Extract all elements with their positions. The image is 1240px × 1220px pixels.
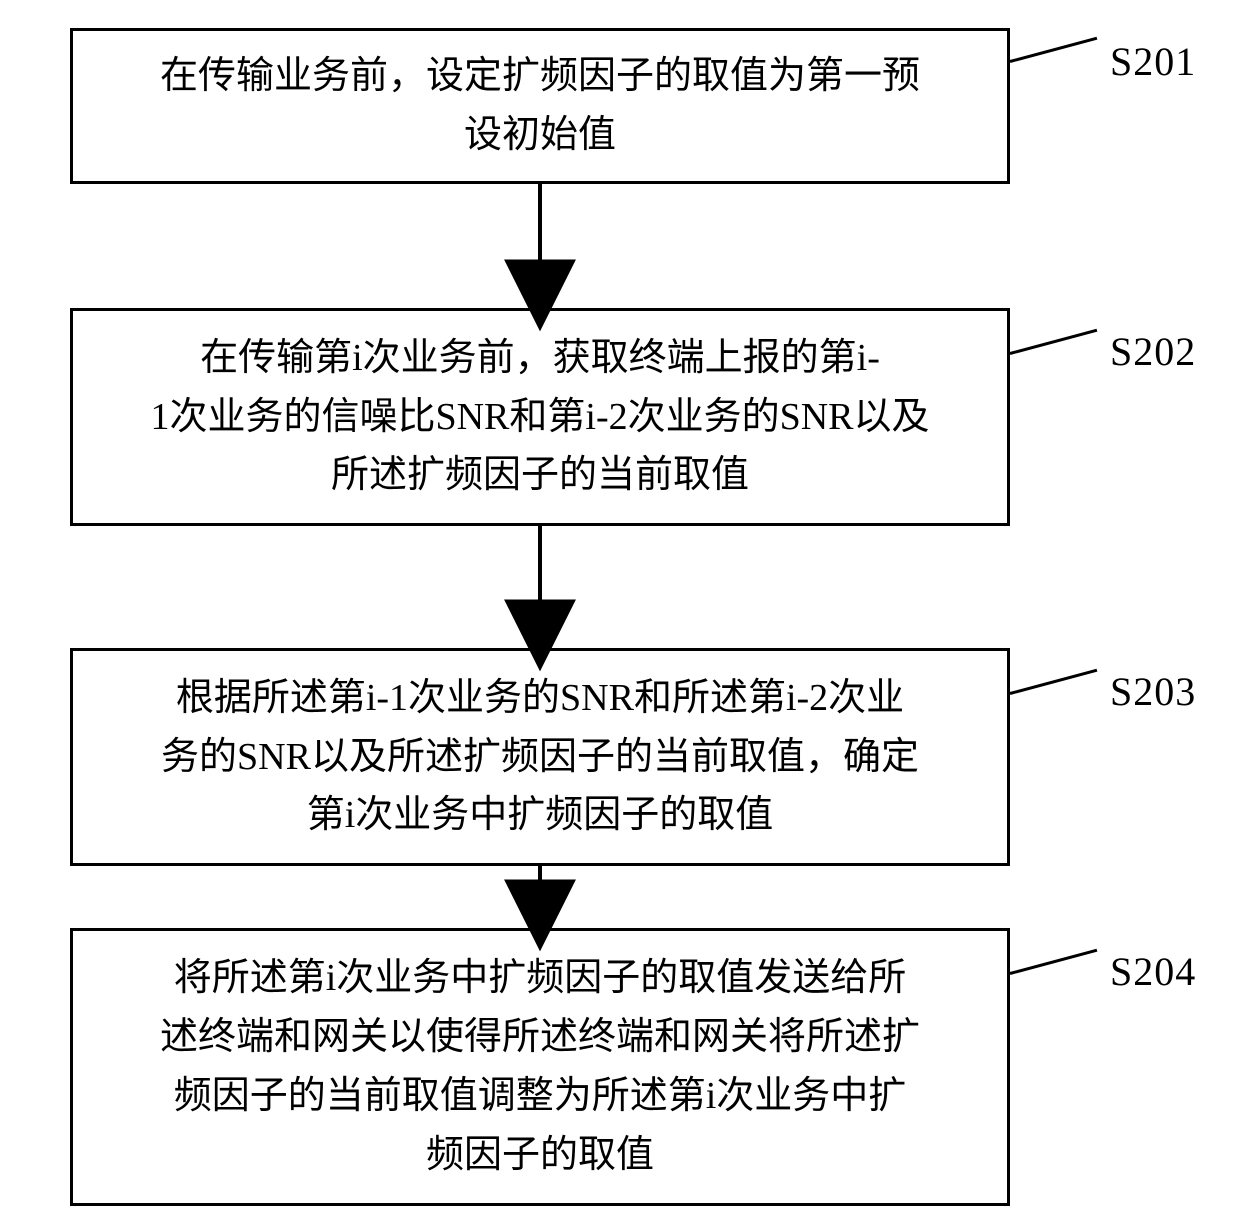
flowchart-canvas: 在传输业务前，设定扩频因子的取值为第一预 设初始值 S201 在传输第i次业务前，获… [0, 0, 1240, 1220]
step-label-s203: S203 [1110, 668, 1196, 715]
step-label-s202: S202 [1110, 328, 1196, 375]
label-leader [1010, 949, 1098, 975]
label-leader [1010, 37, 1098, 63]
flow-node-text: 在传输第i次业务前，获取终端上报的第i- 1次业务的信噪比SNR和第i-2次业务… [150, 329, 929, 506]
label-leader [1010, 669, 1098, 695]
label-leader [1010, 329, 1098, 355]
flow-node-text: 将所述第i次业务中扩频因子的取值发送给所 述终端和网关以使得所述终端和网关将所述… [160, 949, 920, 1185]
flow-node-s201: 在传输业务前，设定扩频因子的取值为第一预 设初始值 [70, 28, 1010, 184]
flow-node-s203: 根据所述第i-1次业务的SNR和所述第i-2次业 务的SNR以及所述扩频因子的当… [70, 648, 1010, 866]
flow-node-s204: 将所述第i次业务中扩频因子的取值发送给所 述终端和网关以使得所述终端和网关将所述… [70, 928, 1010, 1206]
flow-node-text: 根据所述第i-1次业务的SNR和所述第i-2次业 务的SNR以及所述扩频因子的当… [161, 669, 919, 846]
flow-node-s202: 在传输第i次业务前，获取终端上报的第i- 1次业务的信噪比SNR和第i-2次业务… [70, 308, 1010, 526]
step-label-s204: S204 [1110, 948, 1196, 995]
flow-node-text: 在传输业务前，设定扩频因子的取值为第一预 设初始值 [160, 47, 920, 165]
step-label-s201: S201 [1110, 38, 1196, 85]
